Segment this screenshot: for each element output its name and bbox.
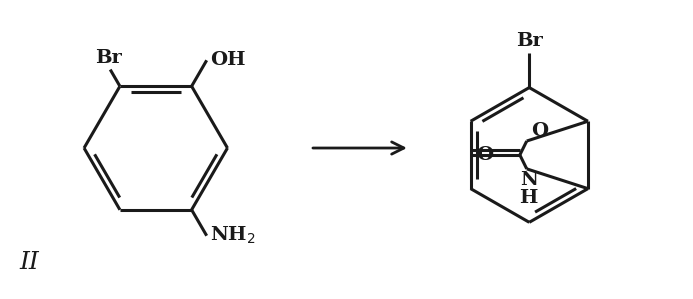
Text: Br: Br — [516, 32, 543, 50]
Text: NH$_2$: NH$_2$ — [210, 225, 255, 246]
Text: O: O — [531, 122, 548, 140]
Text: II: II — [19, 251, 39, 274]
Text: O: O — [476, 146, 493, 164]
Text: OH: OH — [210, 51, 245, 69]
Text: N: N — [520, 171, 538, 189]
Text: Br: Br — [95, 49, 122, 67]
Text: H: H — [520, 189, 538, 207]
